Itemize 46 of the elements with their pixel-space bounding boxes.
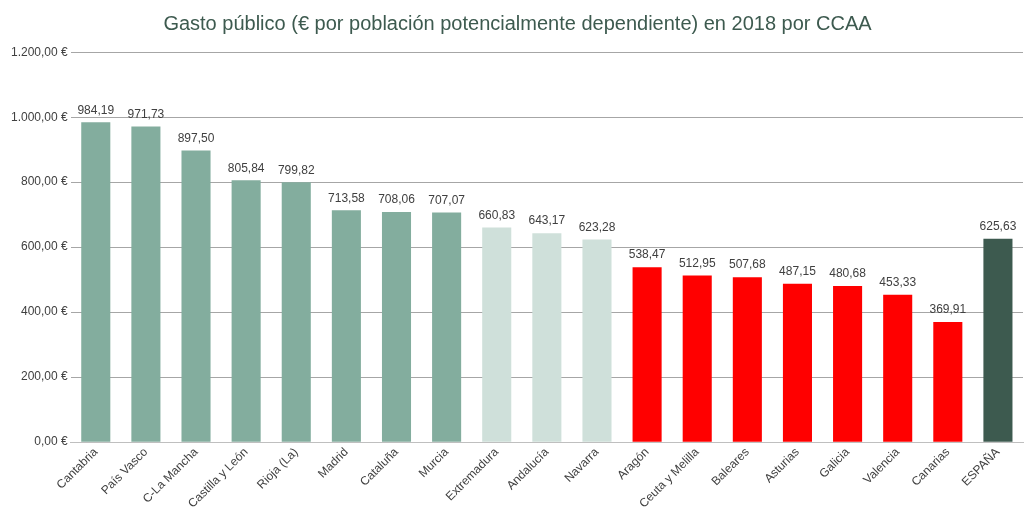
- bar: [732, 277, 762, 442]
- data-label: 480,68: [829, 266, 867, 281]
- bar: [532, 233, 562, 442]
- bar: [682, 275, 712, 442]
- y-tick-label: 400,00 €: [21, 304, 69, 319]
- bar: [883, 294, 913, 442]
- bar: [782, 283, 812, 442]
- data-label: 707,07: [428, 192, 466, 207]
- data-label: 487,15: [779, 264, 817, 279]
- bar: [432, 212, 462, 442]
- y-tick-label: 200,00 €: [21, 369, 69, 384]
- bar: [131, 126, 161, 442]
- data-label: 708,06: [378, 192, 416, 207]
- data-label: 625,63: [979, 219, 1017, 234]
- data-label: 369,91: [929, 302, 967, 317]
- bar: [281, 182, 311, 442]
- y-tick-label: 600,00 €: [21, 239, 69, 254]
- data-label: 713,58: [328, 190, 366, 205]
- bar: [632, 267, 662, 442]
- bar: [983, 238, 1013, 442]
- bar: [582, 239, 612, 442]
- data-label: 799,82: [277, 162, 315, 177]
- y-tick-label: 800,00 €: [21, 174, 69, 189]
- bar: [933, 321, 963, 442]
- data-label: 805,84: [227, 160, 265, 175]
- bar: [231, 180, 261, 442]
- chart-title: Gasto público (€ por población potencialmente dependiente) en 2018 por CCAA: [162, 11, 873, 36]
- data-label: 538,47: [628, 247, 666, 262]
- y-tick-label: 1.000,00 €: [11, 109, 69, 124]
- data-label: 643,17: [528, 213, 566, 228]
- bar: [181, 150, 211, 442]
- data-label: 897,50: [177, 130, 215, 145]
- data-label: 507,68: [728, 257, 767, 272]
- bar: [81, 122, 111, 442]
- y-tick-label: 0,00 €: [34, 434, 69, 449]
- bar: [833, 285, 863, 442]
- data-label: 453,33: [879, 275, 917, 290]
- data-label: 971,73: [127, 106, 165, 121]
- data-label: 660,83: [478, 207, 516, 222]
- data-label: 512,95: [678, 255, 716, 270]
- y-tick-label: 1.200,00 €: [11, 44, 69, 59]
- bar: [482, 227, 512, 442]
- data-label: 984,19: [77, 102, 115, 117]
- bar: [331, 210, 361, 442]
- data-label: 623,28: [578, 219, 616, 234]
- bar: [381, 212, 412, 442]
